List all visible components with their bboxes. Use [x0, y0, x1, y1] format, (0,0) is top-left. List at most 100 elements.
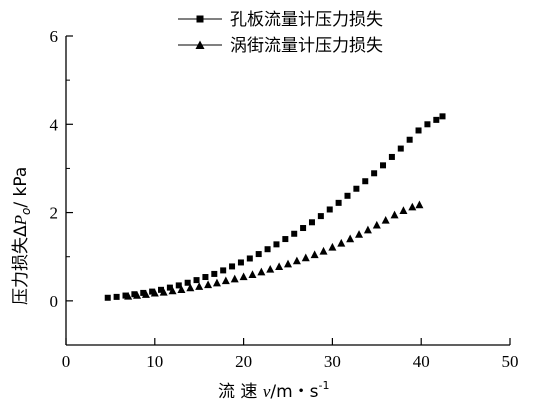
data-point-triangle	[168, 286, 177, 295]
legend-marker-square	[196, 15, 204, 23]
data-point-triangle	[284, 259, 292, 268]
data-point-triangle	[292, 256, 301, 265]
data-point-triangle	[124, 291, 133, 300]
data-point-triangle	[204, 280, 213, 289]
data-point-square	[300, 225, 307, 232]
data-point-triangle	[159, 287, 168, 296]
y-tick-label: 4	[50, 115, 59, 134]
data-point-triangle	[248, 270, 257, 278]
x-tick-label: 20	[235, 352, 252, 371]
x-tick-label: 50	[502, 352, 519, 371]
series-2	[124, 200, 424, 300]
data-point-triangle	[319, 246, 328, 255]
y-axis-label-unit: / kPa	[11, 167, 31, 208]
data-point-triangle	[328, 242, 337, 251]
data-point-square	[308, 219, 315, 226]
y-tick-label: 0	[50, 292, 59, 311]
data-point-square	[397, 145, 404, 152]
x-tick-label: 0	[62, 352, 71, 371]
x-tick-label: 30	[324, 352, 341, 371]
y-axis-label-subscript: o	[19, 208, 33, 215]
data-point-triangle	[355, 230, 364, 238]
data-point-square	[415, 127, 422, 134]
x-axis-label: 流 速 v/m・s-1	[218, 379, 329, 402]
x-tick-label: 40	[413, 352, 430, 371]
data-point-square	[202, 274, 209, 281]
data-point-square	[264, 246, 271, 253]
data-point-triangle	[363, 225, 372, 234]
x-axis-label-variable: v	[263, 382, 271, 401]
data-point-square	[158, 286, 165, 293]
data-point-square	[229, 263, 236, 270]
data-point-triangle	[337, 238, 346, 247]
data-point-triangle	[257, 267, 266, 276]
data-series	[104, 113, 446, 301]
data-point-triangle	[212, 278, 221, 287]
y-tick-label: 6	[50, 27, 59, 46]
x-axis-label-exponent: -1	[319, 379, 330, 392]
data-point-triangle	[381, 215, 390, 224]
data-point-triangle	[266, 264, 275, 273]
data-point-square	[246, 255, 253, 262]
x-axis-label-unit: /m・s	[270, 382, 318, 402]
y-axis-label-main: 压力损失Δ	[11, 225, 31, 305]
data-point-square	[113, 293, 120, 300]
y-axis-label-variable: P	[11, 215, 30, 226]
data-point-triangle	[230, 274, 239, 283]
data-point-square	[255, 251, 262, 258]
data-point-triangle	[372, 220, 381, 229]
tick-marks	[65, 35, 511, 346]
data-point-square	[211, 270, 218, 277]
data-point-triangle	[186, 283, 195, 292]
data-point-square	[282, 236, 289, 243]
data-point-square	[353, 185, 360, 192]
data-point-square	[104, 294, 111, 301]
data-point-triangle	[177, 285, 186, 293]
data-point-square	[184, 279, 191, 286]
data-point-triangle	[150, 288, 159, 297]
data-point-square	[166, 284, 173, 291]
data-point-square	[291, 230, 298, 237]
data-point-triangle	[310, 250, 319, 259]
data-point-square	[131, 291, 138, 298]
data-point-triangle	[399, 206, 408, 214]
data-point-square	[220, 267, 227, 274]
tick-labels: 0 10 20 30 40 50 0 2 4 6	[50, 27, 519, 371]
y-tick-label: 2	[50, 204, 59, 223]
data-point-square	[122, 292, 129, 299]
series-1	[104, 113, 446, 301]
data-point-triangle	[141, 290, 150, 298]
data-point-square	[371, 170, 378, 177]
data-point-square	[424, 121, 431, 128]
data-point-square	[317, 213, 324, 220]
legend-marker-triangle	[195, 40, 205, 50]
x-axis-label-main: 流 速	[218, 382, 263, 402]
data-point-triangle	[195, 282, 204, 290]
data-point-square	[175, 282, 182, 289]
data-point-triangle	[221, 276, 230, 285]
data-point-square	[380, 162, 387, 169]
data-point-square	[140, 289, 147, 296]
data-point-square	[149, 288, 156, 295]
data-point-square	[273, 241, 280, 248]
data-point-triangle	[390, 210, 399, 219]
data-point-triangle	[301, 253, 310, 262]
data-point-square	[335, 199, 342, 206]
data-point-square	[362, 178, 369, 185]
legend-label: 涡街流量计压力损失	[230, 36, 383, 56]
data-point-square	[344, 192, 351, 199]
data-point-square	[326, 206, 333, 213]
data-point-square	[193, 277, 200, 284]
y-axis-label: 压力损失ΔPo/ kPa	[11, 167, 33, 305]
data-point-triangle	[415, 200, 424, 209]
data-point-triangle	[133, 291, 142, 299]
data-point-square	[433, 116, 440, 123]
data-point-triangle	[346, 234, 355, 243]
data-point-square	[439, 113, 446, 120]
data-point-triangle	[239, 272, 248, 281]
data-point-square	[406, 136, 413, 143]
plot-axes	[65, 36, 510, 346]
x-tick-label: 10	[146, 352, 163, 371]
